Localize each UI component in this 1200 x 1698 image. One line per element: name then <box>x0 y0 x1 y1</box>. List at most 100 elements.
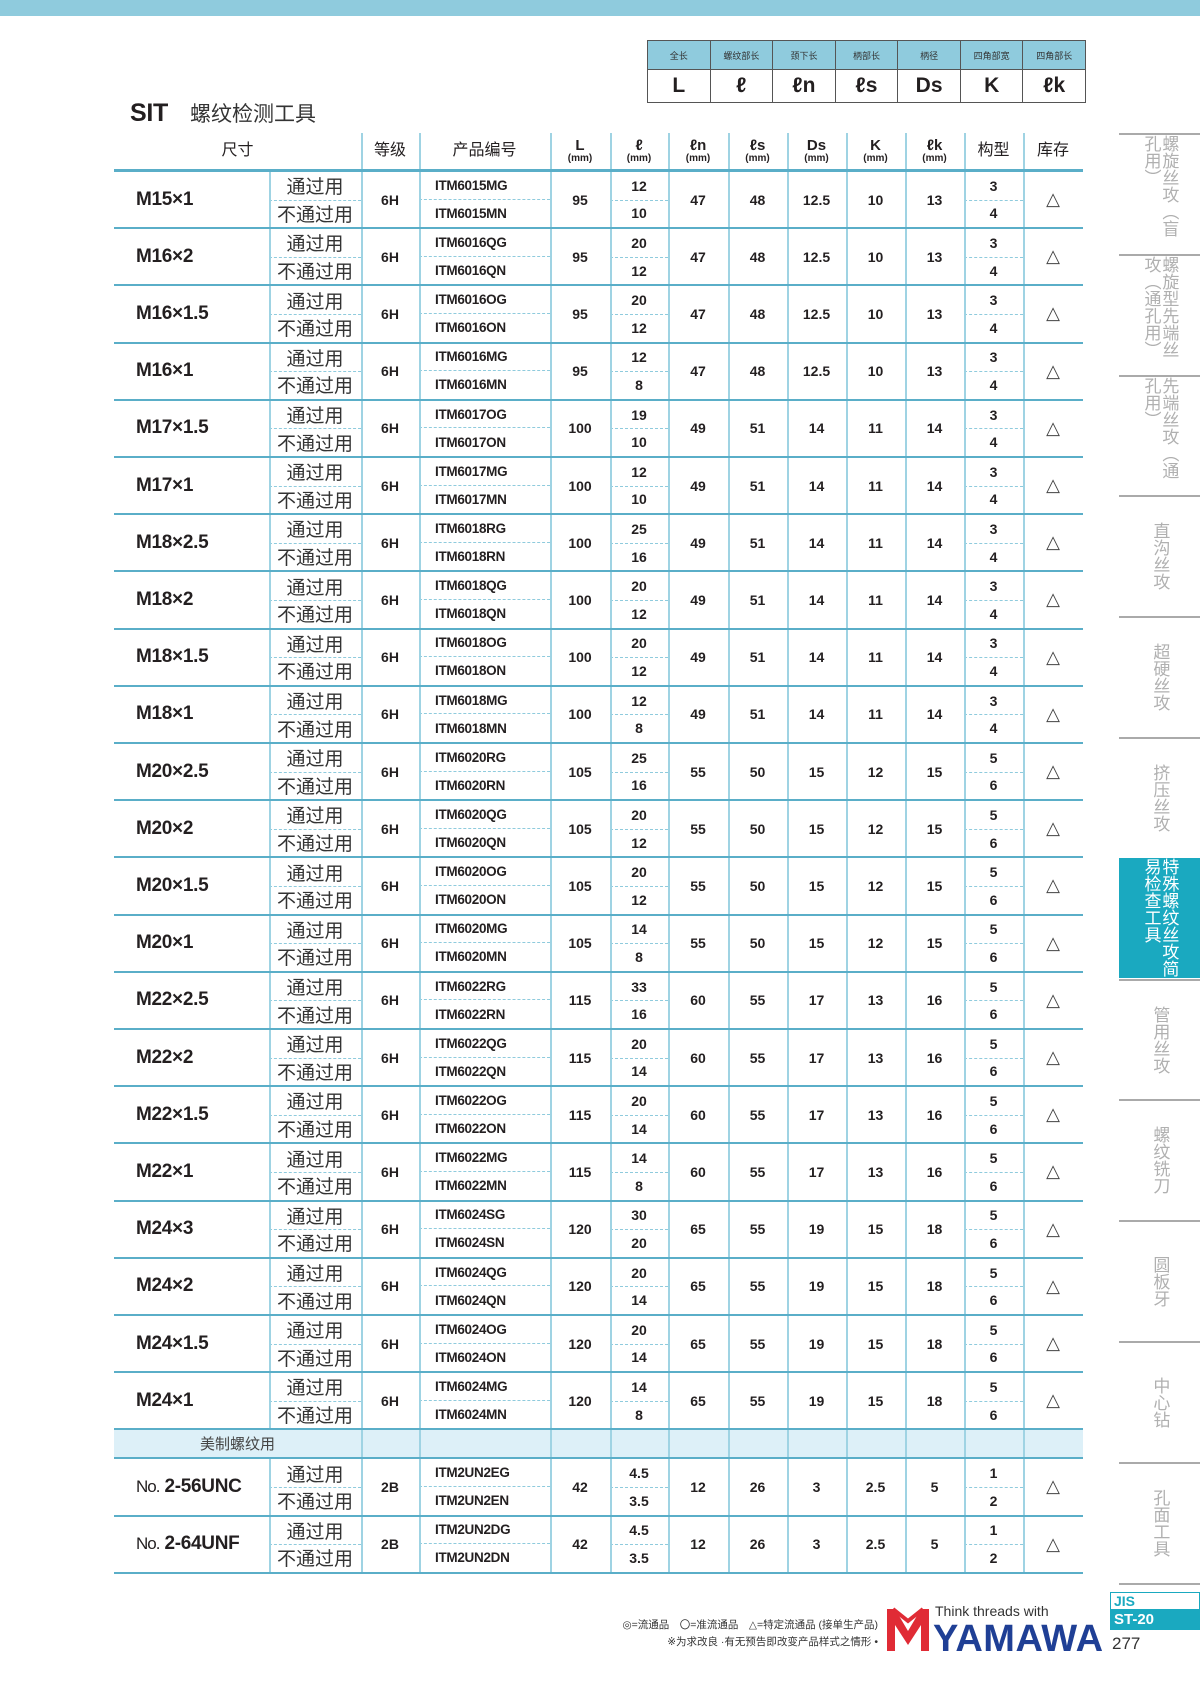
column-divider <box>905 1201 907 1257</box>
table-header: 尺寸 等级 产品编号 L (mm) ℓ (mm) ℓn (mm) ℓs (mm) Ds (mm) K (mm… <box>114 133 1083 172</box>
thread-size: M18×2.5 <box>114 515 269 570</box>
column-divider <box>787 1459 789 1515</box>
column-divider <box>728 572 730 628</box>
thread-length: 12 8 <box>610 687 668 742</box>
thread-length: 20 12 <box>610 630 668 685</box>
thread-size: M15×1 <box>114 172 269 227</box>
square-length: 18 <box>926 1335 943 1352</box>
overall-length: 95 <box>572 363 588 380</box>
product-code-nogo: ITM6024MN <box>435 1407 507 1423</box>
sidebar-item[interactable]: 孔面工具 <box>1119 1461 1200 1582</box>
column-divider <box>419 515 421 571</box>
thread-size: M17×1.5 <box>114 401 269 456</box>
column-divider <box>610 572 612 628</box>
legend-column: 四角部宽 K <box>960 41 1024 102</box>
thread-length-nogo: 8 <box>635 720 643 737</box>
product-code-nogo: ITM6024SN <box>435 1235 505 1251</box>
column-divider <box>550 229 552 285</box>
header-2: 产品编号 <box>419 133 550 169</box>
shank-length: 51 <box>749 591 766 608</box>
sidebar-item[interactable]: 中心钻 <box>1119 1341 1200 1461</box>
square-width: 10 <box>867 363 884 380</box>
column-divider <box>905 286 907 342</box>
sidebar-item[interactable]: 特殊螺纹丝攻简易检查工具 <box>1119 857 1200 978</box>
column-divider <box>668 1030 670 1086</box>
product-code: ITM6018OG ITM6018ON <box>419 630 550 685</box>
shank-length: 55 <box>749 1221 766 1238</box>
form-type-go: 5 <box>964 1087 1023 1116</box>
column-divider <box>668 515 670 571</box>
column-divider <box>269 458 271 514</box>
size-value: M24×1.5 <box>136 1332 209 1354</box>
product-code-go: ITM6016MG <box>419 344 550 372</box>
column-divider <box>728 1144 730 1200</box>
column-divider <box>361 858 363 914</box>
column-divider <box>905 458 907 514</box>
sidebar-item[interactable]: 超硬丝攻 <box>1119 616 1200 736</box>
square-width: 10 <box>867 248 884 265</box>
size-value: M20×2 <box>136 817 194 839</box>
column-divider <box>361 1258 363 1314</box>
header-4: ℓ (mm) <box>610 133 668 169</box>
sidebar-item[interactable]: 螺纹铣刀 <box>1119 1099 1200 1219</box>
column-divider <box>610 1516 612 1572</box>
sidebar-item[interactable]: 圆板牙 <box>1119 1220 1200 1340</box>
gauge-use-nogo: 不通过用 <box>276 1062 353 1084</box>
square-width: 13 <box>867 1049 884 1066</box>
column-divider <box>964 400 966 456</box>
gauge-use: 通过用 不通过用 <box>269 458 361 513</box>
thread-length-go: 12 <box>610 458 668 487</box>
column-divider <box>419 1144 421 1200</box>
gauge-use: 通过用 不通过用 <box>269 1259 361 1314</box>
column-divider <box>787 458 789 514</box>
column-divider <box>1023 458 1025 514</box>
column-divider <box>610 801 612 857</box>
thread-length-go: 20 <box>610 801 668 830</box>
tolerance-grade: 2B <box>381 1536 399 1553</box>
product-code: ITM6020MG ITM6020MN <box>419 916 550 971</box>
column-divider <box>419 229 421 285</box>
form-type-nogo: 2 <box>989 1492 998 1509</box>
column-divider <box>905 629 907 685</box>
sidebar-item[interactable]: 挤压丝攻 <box>1119 737 1200 857</box>
table-row: M17×1 通过用 不通过用 6H ITM6017MG ITM6017MN 100 12 10 4… <box>114 458 1083 516</box>
column-divider <box>610 1258 612 1314</box>
gauge-use-go: 通过用 <box>269 515 361 544</box>
overall-length: 120 <box>568 1392 592 1409</box>
sidebar-item[interactable]: 直沟丝攻 <box>1119 495 1200 615</box>
column-divider <box>610 1201 612 1257</box>
column-divider <box>550 400 552 456</box>
sidebar-item[interactable]: 管用丝攻 <box>1119 978 1200 1099</box>
gauge-use-nogo: 不通过用 <box>276 490 353 512</box>
column-divider <box>1023 286 1025 342</box>
stock-status: △ <box>1046 246 1060 267</box>
neck-length: 49 <box>690 534 706 551</box>
column-divider <box>550 133 552 169</box>
thread-length-nogo: 12 <box>631 605 647 622</box>
gauge-use: 通过用 不通过用 <box>269 1459 361 1514</box>
column-divider <box>787 1430 789 1458</box>
column-divider <box>905 858 907 914</box>
product-code-nogo: ITM6018QN <box>435 606 506 622</box>
overall-length: 100 <box>568 477 592 494</box>
gauge-use: 通过用 不通过用 <box>269 916 361 971</box>
sidebar-item[interactable]: 螺旋丝攻（盲孔用） <box>1119 133 1200 253</box>
sidebar-item[interactable]: 螺旋型先端丝攻（通孔用） <box>1119 253 1200 374</box>
tolerance-grade: 6H <box>381 1221 399 1238</box>
neck-length: 49 <box>690 706 706 723</box>
sidebar-item[interactable]: 先端丝攻（通孔用） <box>1119 374 1200 495</box>
column-divider <box>1023 572 1025 628</box>
product-code-nogo: ITM6024ON <box>435 1349 506 1365</box>
gauge-use: 通过用 不通过用 <box>269 1316 361 1371</box>
header-label: L <box>575 137 585 154</box>
column-divider <box>361 1144 363 1200</box>
column-divider <box>668 172 670 228</box>
product-series-code: SIT <box>130 99 168 127</box>
sidebar-item-label: 管用丝攻 <box>1150 1005 1170 1074</box>
neck-length: 65 <box>690 1221 706 1238</box>
thread-length-nogo: 12 <box>631 662 647 679</box>
column-divider <box>550 1373 552 1429</box>
neck-length: 47 <box>690 191 706 208</box>
thread-length: 14 8 <box>610 1373 668 1428</box>
